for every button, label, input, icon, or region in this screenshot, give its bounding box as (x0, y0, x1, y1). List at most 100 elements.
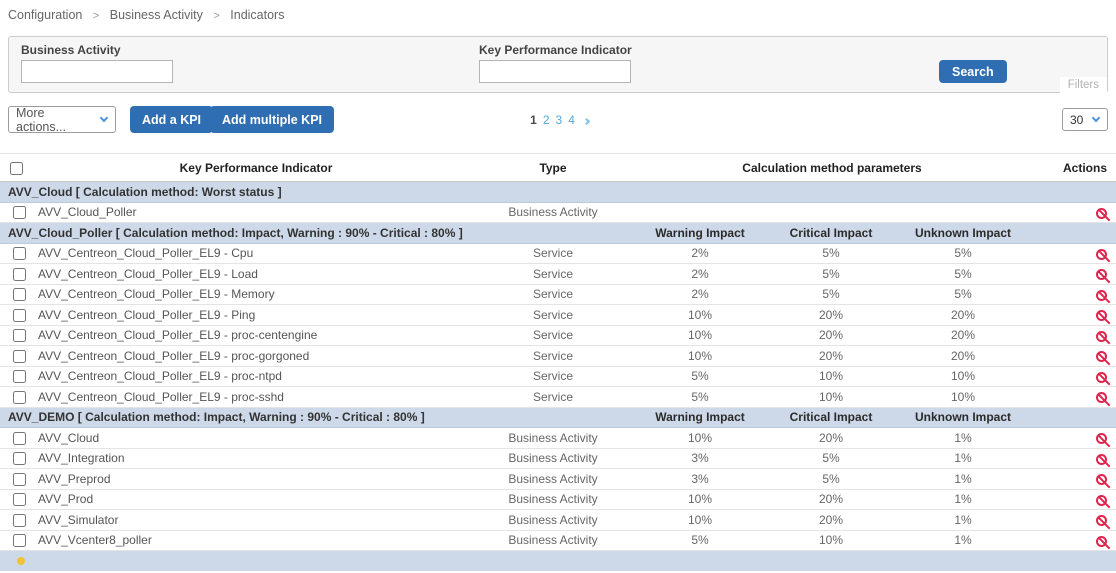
row-checkbox[interactable] (13, 452, 26, 466)
select-all-checkbox[interactable] (10, 161, 23, 175)
more-actions-select[interactable]: More actions... (8, 105, 116, 134)
kpi-name[interactable]: AVV_Centreon_Cloud_Poller_EL9 - proc-ssh… (36, 386, 476, 408)
filters-toggle[interactable]: Filters (1059, 77, 1107, 94)
search-button[interactable]: Search (939, 60, 1007, 83)
kpi-name[interactable]: AVV_Cloud (36, 427, 476, 449)
add-multiple-kpi-button[interactable]: Add multiple KPI (210, 106, 334, 133)
kpi-name[interactable]: AVV_Centreon_Cloud_Poller_EL9 - proc-ntp… (36, 366, 476, 387)
row-checkbox[interactable] (13, 206, 26, 220)
table-row: AVV_Integration Business Activity 3% 5% 1% (0, 448, 1116, 469)
delete-forbidden-icon[interactable] (1096, 474, 1107, 486)
unknown-impact-value (892, 202, 1034, 223)
checkbox-cell (0, 284, 36, 305)
delete-forbidden-icon[interactable] (1096, 207, 1107, 219)
delete-forbidden-icon[interactable] (1096, 453, 1107, 465)
kpi-table: Key Performance Indicator Type Calculati… (0, 153, 1116, 571)
delete-forbidden-icon[interactable] (1096, 515, 1107, 527)
more-actions-label: More actions... (16, 105, 67, 134)
kpi-name[interactable]: AVV_Vcenter8_poller (36, 530, 476, 551)
delete-forbidden-icon[interactable] (1096, 535, 1107, 547)
kpi-name[interactable]: AVV_Centreon_Cloud_Poller_EL9 - Memory (36, 284, 476, 305)
delete-forbidden-icon[interactable] (1096, 248, 1107, 260)
kpi-name[interactable]: AVV_Centreon_Cloud_Poller_EL9 - proc-cen… (36, 325, 476, 346)
delete-forbidden-icon[interactable] (1096, 433, 1107, 445)
kpi-type: Business Activity (476, 530, 630, 551)
unknown-impact-value: 1% (892, 489, 1034, 510)
row-checkbox[interactable] (13, 267, 26, 281)
table-row: AVV_Centreon_Cloud_Poller_EL9 - proc-ssh… (0, 386, 1116, 408)
kpi-name[interactable]: AVV_Cloud_Poller (36, 202, 476, 223)
kpi-name[interactable]: AVV_Centreon_Cloud_Poller_EL9 - Load (36, 263, 476, 285)
actions-cell (1034, 468, 1116, 490)
kpi-name[interactable]: AVV_Centreon_Cloud_Poller_EL9 - Cpu (36, 243, 476, 264)
group-title: AVV_DEMO [ Calculation method: Impact, W… (0, 407, 630, 428)
row-checkbox[interactable] (13, 308, 26, 322)
checkbox-cell (0, 509, 36, 531)
delete-forbidden-icon[interactable] (1096, 310, 1107, 322)
unknown-impact-value: 1% (892, 530, 1034, 551)
row-checkbox[interactable] (13, 370, 26, 384)
kpi-name[interactable]: AVV_Integration (36, 448, 476, 469)
breadcrumb-item-business-activity[interactable]: Business Activity (109, 8, 203, 22)
kpi-name[interactable]: AVV_Simulator (36, 509, 476, 531)
kpi-name[interactable]: AVV_Preprod (36, 468, 476, 490)
kpi-name[interactable]: AVV_Centreon_Cloud_Poller_EL9 - proc-gor… (36, 345, 476, 367)
unknown-impact-value: 1% (892, 427, 1034, 449)
column-header-kpi: Key Performance Indicator (36, 153, 476, 182)
pagination-page-4[interactable]: 4 (568, 113, 575, 127)
delete-forbidden-icon[interactable] (1096, 371, 1107, 383)
breadcrumb-item-configuration[interactable]: Configuration (8, 8, 83, 22)
column-header-actions: Actions (1034, 153, 1116, 182)
critical-impact-value: 20% (770, 304, 892, 326)
kpi-type: Business Activity (476, 448, 630, 469)
warning-impact-value: 3% (630, 468, 770, 490)
business-activity-input[interactable] (21, 60, 173, 83)
add-kpi-button[interactable]: Add a KPI (130, 106, 214, 133)
group-subheader-warning: Warning Impact (630, 407, 770, 428)
kpi-type: Service (476, 366, 630, 387)
delete-forbidden-icon[interactable] (1096, 330, 1107, 342)
delete-forbidden-icon[interactable] (1096, 392, 1107, 404)
row-checkbox[interactable] (13, 349, 26, 363)
actions-cell (1034, 427, 1116, 449)
kpi-name[interactable]: AVV_Prod (36, 489, 476, 510)
next-page-icon[interactable] (582, 117, 590, 126)
partial-group-cell (0, 550, 1116, 571)
unknown-impact-value: 1% (892, 468, 1034, 490)
warning-impact-value: 5% (630, 366, 770, 387)
unknown-impact-value: 20% (892, 304, 1034, 326)
kpi-name[interactable]: AVV_Centreon_Cloud_Poller_EL9 - Ping (36, 304, 476, 326)
row-checkbox[interactable] (13, 513, 26, 527)
row-checkbox[interactable] (13, 493, 26, 507)
unknown-impact-value: 10% (892, 386, 1034, 408)
critical-impact-value: 10% (770, 366, 892, 387)
kpi-type: Business Activity (476, 509, 630, 531)
delete-forbidden-icon[interactable] (1096, 494, 1107, 506)
unknown-impact-value: 20% (892, 345, 1034, 367)
pagination-page-3[interactable]: 3 (555, 113, 563, 127)
critical-impact-value: 5% (770, 243, 892, 264)
row-checkbox[interactable] (13, 288, 26, 302)
row-checkbox[interactable] (13, 329, 26, 343)
row-checkbox[interactable] (13, 534, 26, 548)
critical-impact-value: 5% (770, 263, 892, 285)
kpi-filter-label: Key Performance Indicator (479, 43, 632, 57)
page-size-select[interactable]: 30 (1062, 108, 1108, 131)
delete-forbidden-icon[interactable] (1096, 269, 1107, 281)
checkbox-cell (0, 243, 36, 264)
kpi-type: Service (476, 386, 630, 408)
table-header-row: Key Performance Indicator Type Calculati… (0, 153, 1116, 182)
group-actions-cell (1034, 407, 1116, 428)
partial-group-row (0, 550, 1116, 571)
kpi-filter-input[interactable] (479, 60, 631, 83)
row-checkbox[interactable] (13, 247, 26, 261)
pagination-page-2[interactable]: 2 (542, 113, 550, 127)
checkbox-cell (0, 468, 36, 490)
row-checkbox[interactable] (13, 390, 26, 404)
delete-forbidden-icon[interactable] (1096, 351, 1107, 363)
row-checkbox[interactable] (13, 431, 26, 445)
chevron-down-icon (1091, 113, 1101, 123)
delete-forbidden-icon[interactable] (1096, 289, 1107, 301)
actions-cell (1034, 386, 1116, 408)
row-checkbox[interactable] (13, 472, 26, 486)
